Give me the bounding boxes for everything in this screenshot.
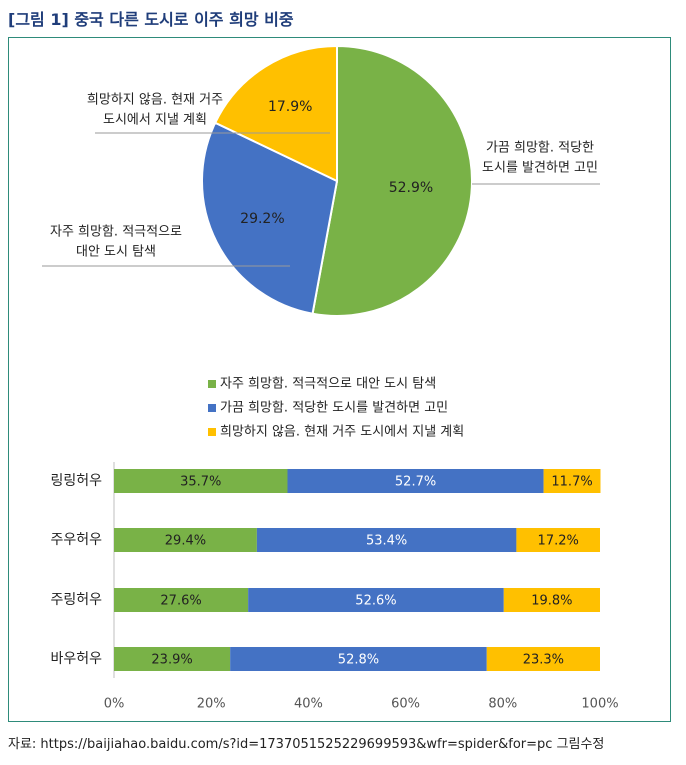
bar-segment [248, 588, 504, 612]
pie-slice [311, 44, 473, 317]
bar-value-label: 11.7% [551, 475, 592, 490]
x-tick-label: 40% [294, 697, 323, 712]
pie-category-label: 대안 도시 탐색 [76, 245, 156, 260]
legend-label: 희망하지 않음. 현재 거주 도시에서 지낼 계획 [220, 425, 464, 440]
category-label: 바우허우 [50, 651, 102, 667]
pie-slice [213, 44, 338, 183]
bar-segment [114, 647, 231, 671]
bar-value-label: 23.3% [523, 653, 564, 668]
pie-category-label: 자주 희망함. 적극적으로 [50, 225, 182, 240]
pie-category-label: 도시를 발견하면 고민 [482, 161, 598, 176]
bar-segment [114, 588, 249, 612]
bar-segment [503, 588, 600, 612]
pie-value-label: 17.9% [268, 99, 312, 115]
x-tick-label: 100% [581, 697, 618, 712]
bar-value-label: 52.6% [355, 594, 396, 609]
bar-value-label: 19.8% [531, 594, 572, 609]
pie-category-label: 가끔 희망함. 적당한 [486, 141, 594, 156]
x-tick-label: 0% [104, 697, 125, 712]
bar-segment [114, 528, 257, 552]
source-note: 자료: https://baijiahao.baidu.com/s?id=173… [8, 737, 605, 752]
page-title: [그림 1] 중국 다른 도시로 이주 희망 비중 [8, 10, 294, 29]
legend-swatch [208, 404, 216, 412]
bar-segment [516, 528, 600, 552]
bar-value-label: 27.6% [160, 594, 201, 609]
pie-value-label: 52.9% [389, 180, 433, 196]
bar-value-label: 23.9% [151, 653, 192, 668]
bar-segment [486, 647, 600, 671]
legend-label: 자주 희망함. 적극적으로 대안 도시 탐색 [220, 377, 436, 392]
bar-segment [230, 647, 487, 671]
pie-value-label: 29.2% [240, 211, 284, 227]
bar-value-label: 29.4% [165, 534, 206, 549]
bar-segment [543, 469, 601, 493]
pie-category-label: 도시에서 지낼 계획 [103, 113, 207, 128]
legend-swatch [208, 428, 216, 436]
chart-frame [8, 37, 671, 722]
bar-value-label: 17.2% [538, 534, 579, 549]
bar-value-label: 35.7% [180, 475, 221, 490]
x-tick-label: 20% [197, 697, 226, 712]
category-label: 링링허우 [50, 473, 102, 489]
bar-segment [256, 528, 517, 552]
category-label: 주링허우 [50, 592, 102, 608]
bar-value-label: 53.4% [366, 534, 407, 549]
bar-segment [287, 469, 544, 493]
legend-swatch [208, 380, 216, 388]
bar-value-label: 52.7% [395, 475, 436, 490]
pie-category-label: 희망하지 않음. 현재 거주 [87, 93, 223, 108]
x-tick-label: 80% [488, 697, 517, 712]
bar-value-label: 52.8% [338, 653, 379, 668]
category-label: 주우허우 [50, 532, 102, 548]
bar-segment [114, 469, 288, 493]
legend-label: 가끔 희망함. 적당한 도시를 발견하면 고민 [220, 401, 448, 416]
x-tick-label: 60% [391, 697, 420, 712]
